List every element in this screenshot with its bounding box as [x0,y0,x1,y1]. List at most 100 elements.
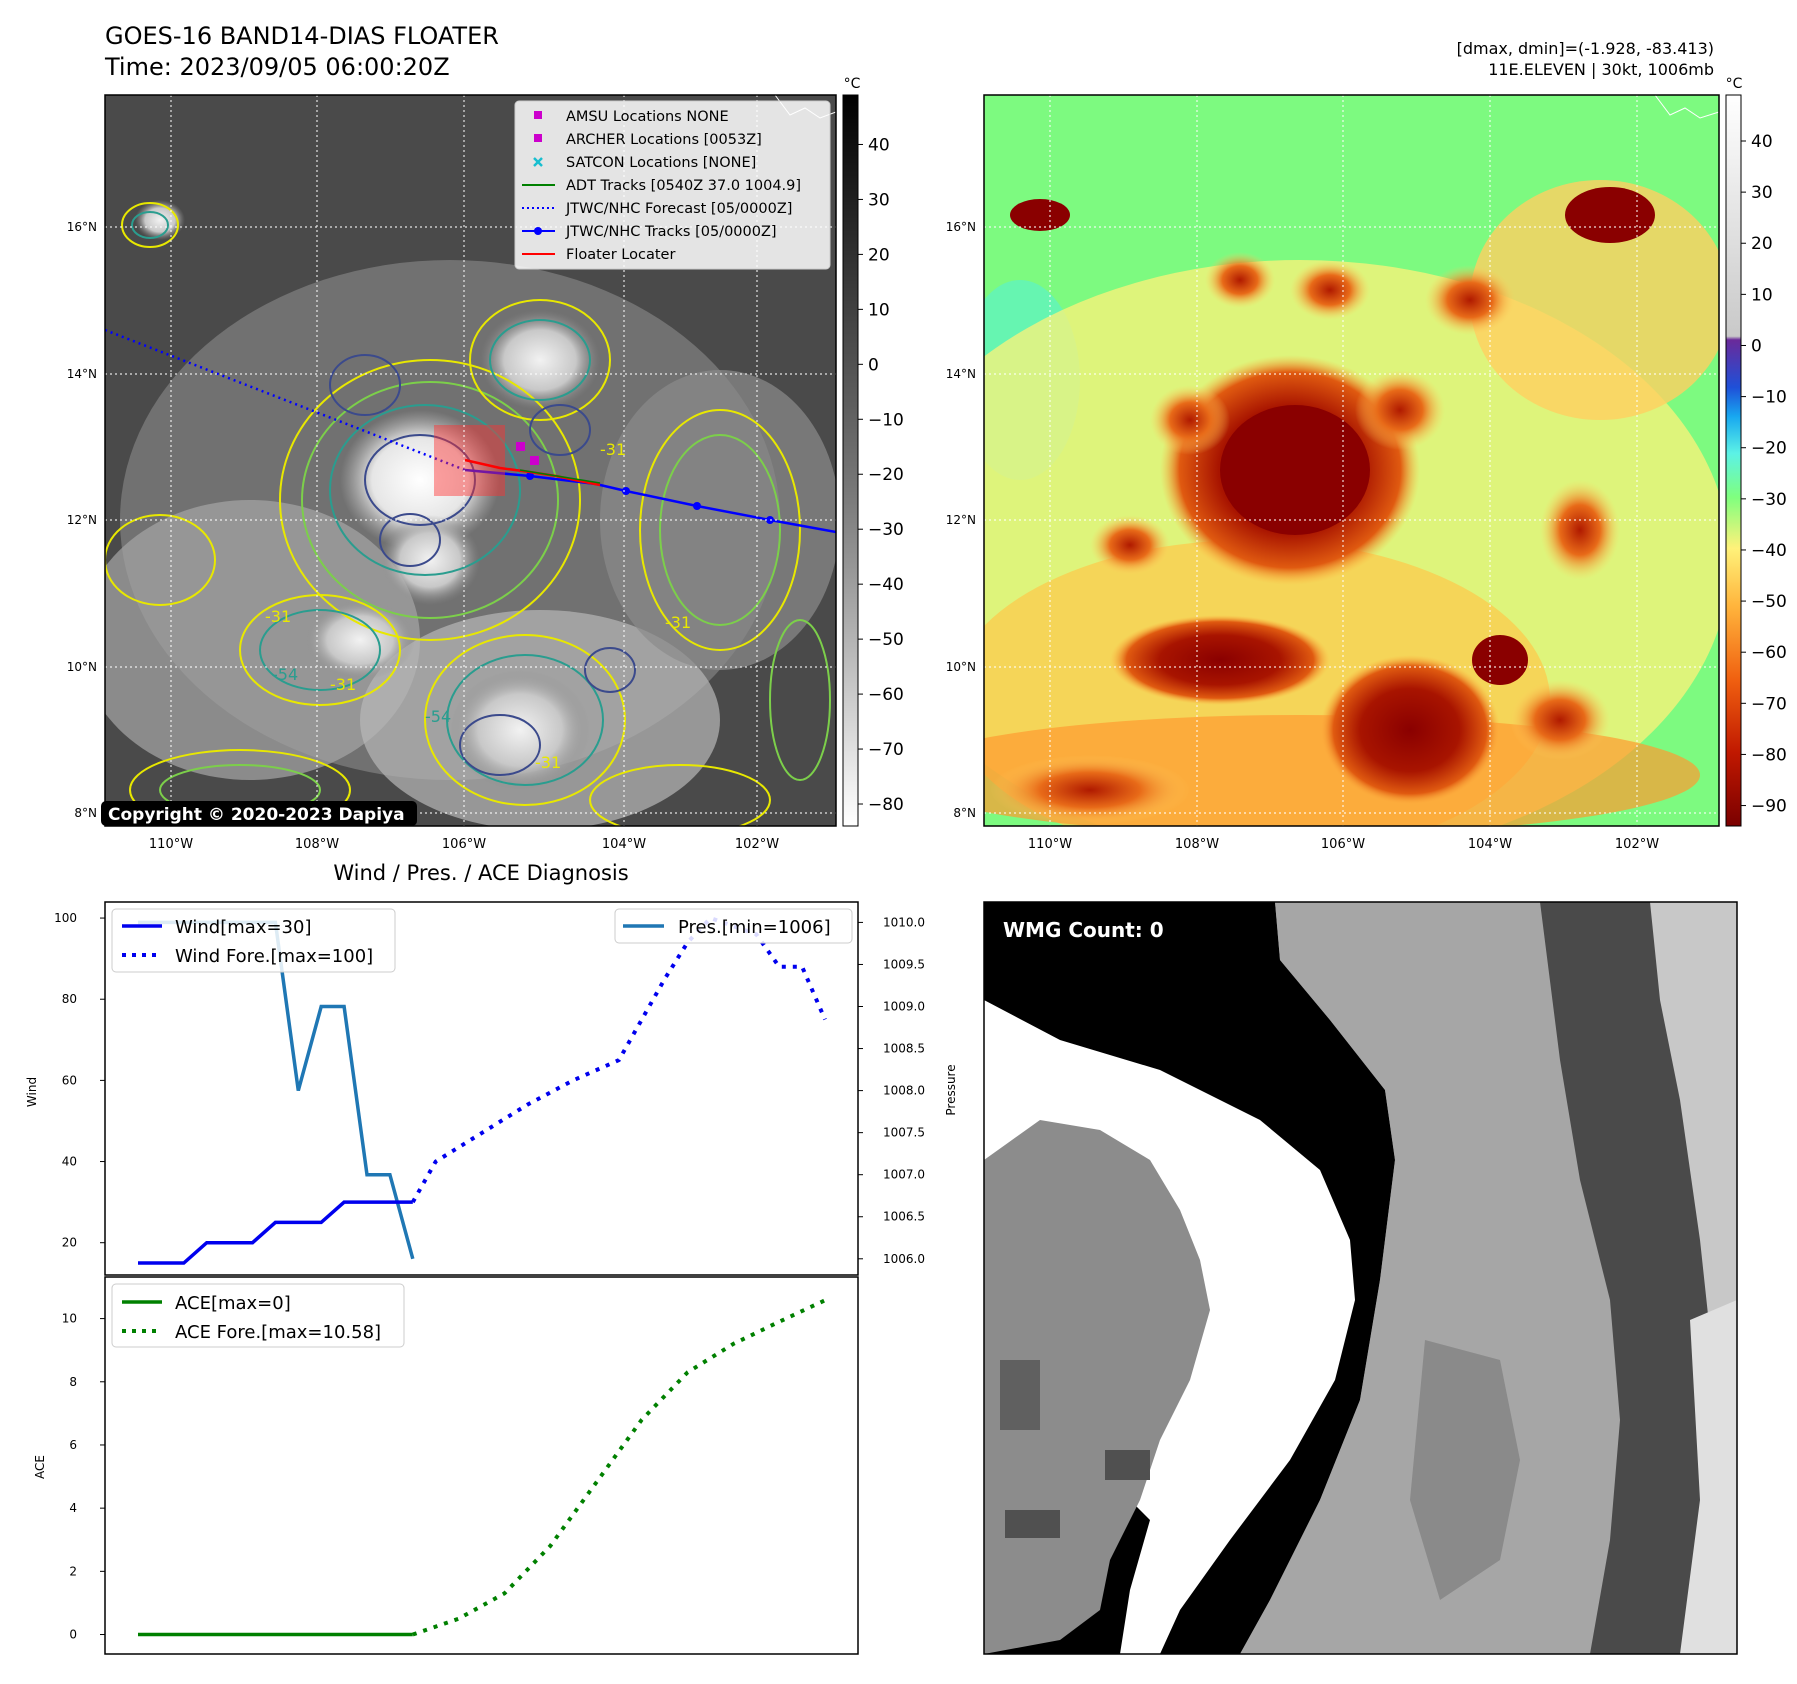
figure-time: Time: 2023/09/05 06:00:20Z [104,53,450,81]
contour-label: -31 [265,607,291,626]
ace-chart: 0 2 4 6 8 10 ACE ACE[max=0] ACE Fore.[max=10.… [33,1276,859,1655]
contour-label: -54 [425,707,451,726]
ace-y-tick: 10 [62,1312,77,1326]
wind-axis-label: Wind [25,1077,39,1107]
legend-label: Floater Locater [566,247,675,263]
pressure-y-tick: 1006.5 [883,1210,925,1224]
colorbar-tick-label: −50 [1751,592,1787,612]
map1-x-tick: 110°W [149,837,193,852]
color-colorbar: °C 40 30 20 10 0 −10 −20 −30 −40 −50 −60 −70 −80 −90 [1725,76,1787,827]
wind-series-line [138,1200,413,1265]
map2-y-tick: 8°N [953,806,976,820]
archer-location-marker [516,442,525,451]
colorbar-tick-label: 20 [868,245,890,265]
svg-text:Copyright © 2020-2023 Dapiya: Copyright © 2020-2023 Dapiya [108,805,405,825]
data-range-info: [dmax, dmin]=(-1.928, -83.413) [1457,39,1714,58]
svg-text:Pres.[min=1006]: Pres.[min=1006] [678,917,831,938]
colorbar-tick-label: 0 [868,355,879,375]
colorbar-tick-label: 40 [868,135,890,155]
map2-x-tick: 108°W [1175,837,1219,852]
colorbar-tick-label: −90 [1751,797,1787,817]
figure-title: GOES-16 BAND14-DIAS FLOATER [105,22,499,50]
contour-label: -31 [600,440,626,459]
legend-label: AMSU Locations NONE [566,109,729,125]
pressure-y-tick: 1007.5 [883,1126,925,1140]
colorbar-tick-label: 10 [1751,285,1773,305]
legend-label: SATCON Locations [NONE] [566,155,756,171]
svg-text:°C: °C [844,76,861,92]
wind-y-tick: 20 [62,1236,77,1250]
map1-y-tick: 16°N [67,220,97,234]
map1-y-tick: 14°N [67,367,97,381]
colorbar-tick-label: 10 [868,300,890,320]
colorbar-tick-label: 0 [1751,336,1762,356]
pressure-y-tick: 1006.0 [883,1252,925,1266]
wind-y-tick: 100 [54,911,77,925]
map1-x-tick: 106°W [442,837,486,852]
contour-label: -54 [272,665,298,684]
map2-y-tick: 12°N [946,513,976,527]
storm-info: 11E.ELEVEN | 30kt, 1006mb [1488,60,1714,79]
pressure-y-tick: 1008.5 [883,1042,925,1056]
ace-y-tick: 6 [69,1438,77,1452]
colorbar-tick-label: 30 [868,190,890,210]
pressure-y-tick: 1010.0 [883,915,925,929]
archer-location-marker [530,456,539,465]
colorbar-tick-label: 40 [1751,132,1773,152]
svg-text:ACE[max=0]: ACE[max=0] [175,1293,291,1314]
map1-x-tick: 104°W [602,837,646,852]
colorbar-tick-label: −60 [868,685,904,705]
wind-legend: Wind[max=30] Wind Fore.[max=100] [111,908,396,973]
colorbar-tick-label: −40 [1751,541,1787,561]
colorbar-tick-label: −60 [1751,643,1787,663]
ace-y-tick: 8 [69,1375,77,1389]
pressure-y-tick: 1009.0 [883,1000,925,1014]
contour-label: -31 [665,613,691,632]
colorbar-tick-label: −20 [1751,439,1787,459]
ace-y-tick: 4 [69,1501,77,1515]
colorbar-tick-label: −70 [1751,694,1787,714]
svg-text:Wind[max=30]: Wind[max=30] [175,917,312,938]
colorbar-tick-label: −40 [868,575,904,595]
ace-y-tick: 0 [69,1628,77,1642]
map2-x-tick: 102°W [1615,837,1659,852]
legend-label: JTWC/NHC Tracks [05/0000Z] [565,224,777,240]
colorbar-tick-label: −20 [868,465,904,485]
colorbar-tick-label: 20 [1751,234,1773,254]
colorbar-tick-label: 30 [1751,183,1773,203]
wmg-count-label: WMG Count: 0 [1003,918,1164,942]
contour-label: -31 [535,753,561,772]
diagnosis-title: Wind / Pres. / ACE Diagnosis [333,861,628,885]
jtwc-track-point [622,487,630,495]
pressure-y-tick: 1008.0 [883,1084,925,1098]
jtwc-track-point [526,472,534,480]
map2-y-tick: 16°N [946,220,976,234]
colorbar-tick-label: −80 [1751,745,1787,765]
legend-label: ADT Tracks [0540Z 37.0 1004.9] [566,178,801,194]
map1-y-tick: 10°N [67,660,97,674]
colorbar-tick-label: −70 [868,740,904,760]
pressure-axis-label: Pressure [944,1064,958,1115]
colorbar-tick-label: −30 [1751,490,1787,510]
map1-y-tick: 8°N [74,806,97,820]
map1-x-tick: 108°W [295,837,339,852]
wind-pressure-chart: 20 40 60 80 100 1006.0 1006.5 1007.0 1007.5 1008… [25,901,958,1276]
jtwc-forecast-track [105,328,466,472]
map2-x-tick: 110°W [1028,837,1072,852]
svg-text:ACE Fore.[max=10.58]: ACE Fore.[max=10.58] [175,1322,381,1343]
ir-color-enhanced-map: 110°W 108°W 106°W 104°W 102°W 16°N 14°N … [946,94,1720,852]
wind-y-tick: 40 [62,1155,77,1169]
map2-y-tick: 10°N [946,660,976,674]
map2-y-tick: 14°N [946,367,976,381]
map1-x-tick: 102°W [735,837,779,852]
map-legend: AMSU Locations NONE ARCHER Locations [00… [514,100,831,270]
pressure-y-tick: 1007.0 [883,1168,925,1182]
map2-x-tick: 106°W [1321,837,1365,852]
copyright-badge: Copyright © 2020-2023 Dapiya [101,801,417,826]
ace-legend: ACE[max=0] ACE Fore.[max=10.58] [111,1283,405,1348]
svg-text:Wind Fore.[max=100]: Wind Fore.[max=100] [175,946,373,967]
legend-label: JTWC/NHC Forecast [05/0000Z] [565,201,792,217]
jtwc-track-point [693,502,701,510]
colorbar-tick-label: −10 [868,410,904,430]
